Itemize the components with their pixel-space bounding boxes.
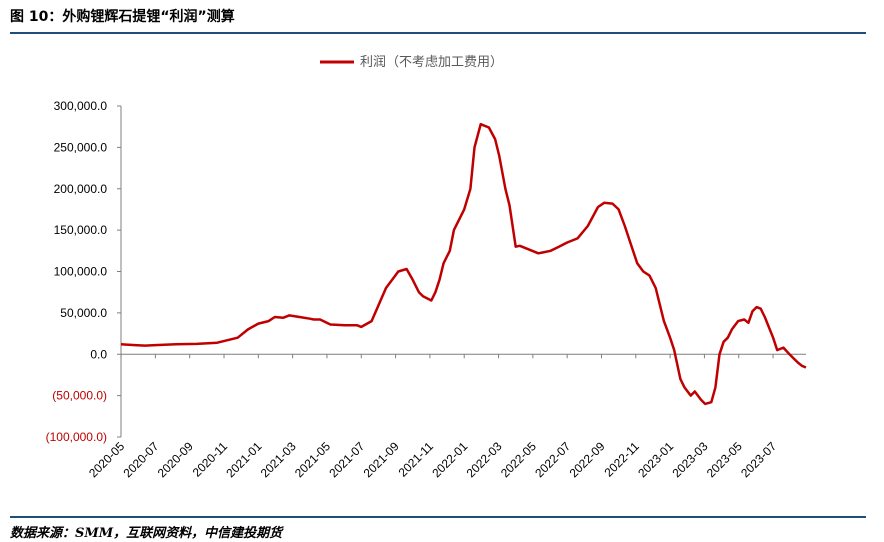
legend: 利润（不考虑加工费用） xyxy=(320,55,503,70)
x-tick-label: 2022-05 xyxy=(498,439,539,480)
x-tick-label: 2022-03 xyxy=(464,439,505,480)
y-tick-label: 0.0 xyxy=(90,347,107,361)
x-tick-label: 2022-01 xyxy=(429,439,470,480)
series-line xyxy=(120,122,807,406)
x-tick-label: 2023-01 xyxy=(635,439,676,480)
x-tick-label: 2022-11 xyxy=(602,439,643,480)
x-tick-label: 2021-07 xyxy=(326,439,367,480)
figure-title: 图 10：外购锂辉石提锂“利润”测算 xyxy=(10,9,235,25)
legend-label: 利润（不考虑加工费用） xyxy=(360,55,503,70)
x-axis: 2020-052020-072020-092020-112021-012021-… xyxy=(86,353,806,480)
plot-area xyxy=(120,122,807,406)
x-tick-label: 2021-01 xyxy=(223,439,264,480)
y-tick-label: 300,000.0 xyxy=(54,99,108,113)
y-tick-label: 100,000.0 xyxy=(54,265,108,279)
x-tick-label: 2023-07 xyxy=(738,439,779,480)
y-axis: 300,000.0 250,000.0 200,000.0 150,000.0 100,… xyxy=(46,99,122,444)
source-note: 数据来源：SMM，互联网资料，中信建投期货 xyxy=(10,526,283,541)
y-tick-label: (50,000.0) xyxy=(52,389,107,403)
bottom-rule xyxy=(10,516,866,518)
x-tick-label: 2021-11 xyxy=(396,439,437,480)
y-tick-label: 150,000.0 xyxy=(54,223,108,237)
x-tick-label: 2021-09 xyxy=(361,439,402,480)
x-tick-label: 2020-09 xyxy=(155,439,196,480)
y-tick-label: (100,000.0) xyxy=(46,430,107,444)
x-tick-label: 2020-11 xyxy=(190,439,231,480)
x-tick-label: 2023-03 xyxy=(670,439,711,480)
x-tick-label: 2022-07 xyxy=(532,439,573,480)
x-tick-label: 2020-05 xyxy=(86,439,127,480)
x-tick-label: 2021-05 xyxy=(292,439,333,480)
x-tick-label: 2022-09 xyxy=(567,439,608,480)
y-tick-label: 250,000.0 xyxy=(54,140,108,154)
top-rule xyxy=(10,32,866,34)
x-tick-label: 2023-05 xyxy=(704,439,745,480)
x-tick-label: 2021-03 xyxy=(258,439,299,480)
x-tick-label: 2020-07 xyxy=(120,439,161,480)
y-tick-label: 200,000.0 xyxy=(54,182,108,196)
y-tick-label: 50,000.0 xyxy=(60,306,107,320)
